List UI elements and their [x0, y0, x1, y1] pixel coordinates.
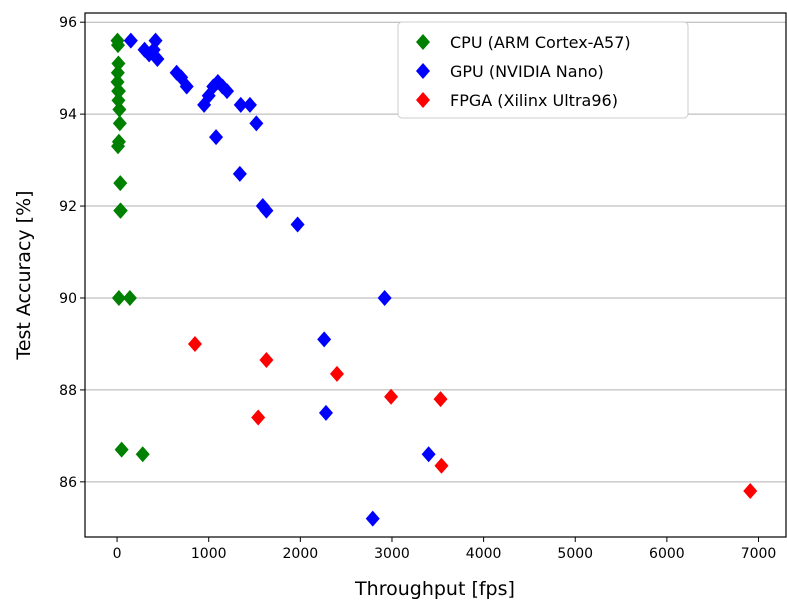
- data-point: [114, 441, 129, 458]
- data-point: [318, 404, 333, 421]
- data-point: [209, 129, 224, 146]
- y-tick-label: 94: [59, 107, 77, 123]
- data-point: [123, 32, 138, 49]
- data-point: [111, 83, 126, 100]
- data-point: [112, 101, 127, 118]
- data-point: [329, 365, 344, 382]
- data-point: [317, 331, 332, 348]
- data-point: [433, 391, 448, 408]
- y-tick-label: 90: [59, 291, 77, 307]
- data-point: [434, 457, 449, 474]
- x-tick-label: 3000: [374, 546, 410, 562]
- legend-marker: [416, 34, 430, 50]
- data-point: [259, 202, 274, 219]
- data-points: [110, 32, 758, 527]
- data-point: [150, 50, 165, 67]
- plot-frame: [84, 12, 787, 538]
- data-point: [249, 115, 264, 132]
- legend-marker: [416, 92, 430, 108]
- x-tick-label: 1000: [191, 546, 227, 562]
- legend-label: CPU (ARM Cortex-A57): [450, 33, 631, 52]
- data-point: [743, 483, 758, 500]
- data-point: [187, 335, 202, 352]
- data-point: [290, 216, 305, 233]
- legend-box: [397, 21, 689, 119]
- data-point: [113, 202, 128, 219]
- y-axis-title: Test Accuracy [%]: [13, 190, 35, 360]
- x-tick-label: 4000: [466, 546, 502, 562]
- data-point: [110, 37, 125, 54]
- data-point: [365, 510, 380, 527]
- data-point: [384, 388, 399, 405]
- data-point: [220, 83, 235, 100]
- y-tick-label: 96: [59, 15, 77, 31]
- legend-label: GPU (NVIDIA Nano): [450, 62, 604, 81]
- data-point: [112, 115, 127, 132]
- series-1: [123, 32, 436, 527]
- x-tick-label: 0: [113, 546, 122, 562]
- axis-ticks: 86 88 90 92 94 96 0 1000 2000 3000 4000 5000 6000 700…: [59, 15, 776, 562]
- data-point: [111, 55, 126, 72]
- data-point: [259, 352, 274, 369]
- legend-label: FPGA (Xilinx Ultra96): [450, 91, 618, 110]
- x-tick-label: 5000: [557, 546, 593, 562]
- data-point: [251, 409, 266, 426]
- x-tick-label: 6000: [649, 546, 685, 562]
- x-tick-label: 7000: [741, 546, 777, 562]
- data-point: [135, 446, 150, 463]
- data-point: [110, 138, 125, 155]
- x-axis-title: Throughput [fps]: [354, 578, 515, 600]
- data-point: [232, 165, 247, 182]
- y-tick-label: 92: [59, 199, 77, 215]
- data-point: [113, 175, 128, 192]
- data-point: [377, 289, 392, 306]
- data-point: [179, 78, 194, 95]
- series-2: [187, 335, 758, 500]
- data-point: [242, 96, 257, 113]
- x-tick-label: 2000: [283, 546, 319, 562]
- data-point: [110, 64, 125, 81]
- y-tick-label: 88: [59, 383, 77, 399]
- data-point: [421, 446, 436, 463]
- series-0: [110, 32, 150, 463]
- data-point: [111, 289, 126, 306]
- legend: CPU (ARM Cortex-A57) GPU (NVIDIA Nano) FPG…: [397, 21, 689, 119]
- data-point: [122, 289, 137, 306]
- data-point: [233, 96, 248, 113]
- y-tick-label: 86: [59, 475, 77, 491]
- data-point: [111, 92, 126, 109]
- legend-marker: [416, 63, 430, 79]
